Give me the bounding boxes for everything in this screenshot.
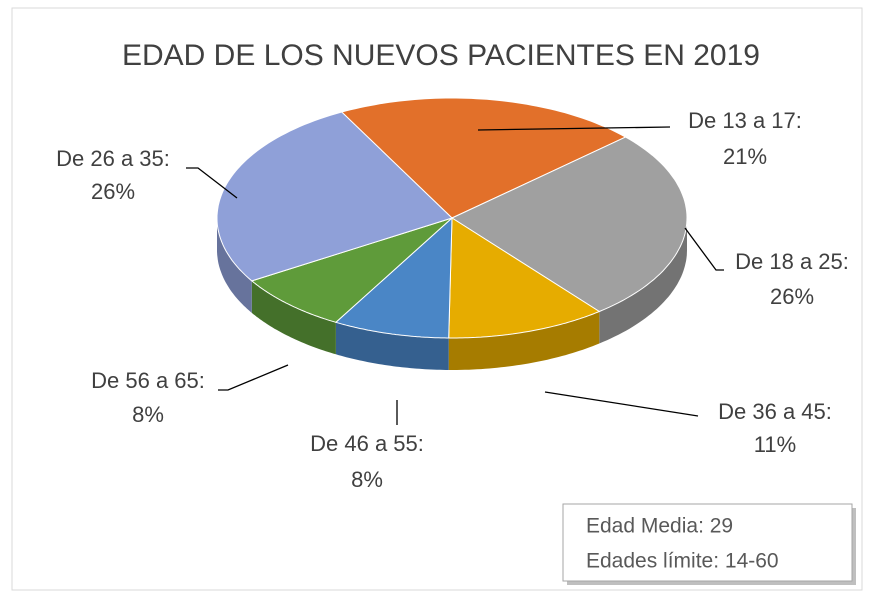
note-text: Edad Media: 29 (586, 515, 733, 538)
slice (334, 216, 453, 339)
note-text: Edades límite: 14-60 (586, 550, 779, 573)
leader-line (477, 126, 671, 131)
pie (216, 97, 688, 370)
slice-side (599, 218, 687, 344)
slice-side (448, 311, 600, 370)
data-label-name: De 36 a 45: (718, 399, 832, 424)
data-label-name: De 18 a 25: (735, 249, 849, 274)
data-label: 8% (351, 467, 383, 492)
leader-line (544, 391, 699, 417)
leader-line (186, 167, 238, 199)
slice-side (335, 322, 449, 370)
data-label-name: De 46 a 55: (310, 431, 424, 456)
slice (250, 217, 453, 323)
data-label-name: De 56 a 65: (91, 368, 205, 393)
slice (448, 217, 601, 339)
data-label-name: De 26 a 35: (56, 146, 170, 171)
slice (216, 111, 453, 282)
data-label-name: De 13 a 17: (688, 108, 802, 133)
chart-title: EDAD DE LOS NUEVOS PACIENTES EN 2019 (122, 39, 760, 72)
data-label: 26% (770, 284, 814, 309)
leader-line (218, 364, 289, 391)
note-box (562, 503, 853, 582)
data-label: 21% (723, 144, 767, 169)
data-label: 11% (754, 432, 796, 457)
slice-side (217, 218, 252, 313)
data-label: 26% (91, 179, 135, 204)
slice (450, 136, 688, 313)
data-label: 8% (132, 402, 164, 427)
slice (340, 97, 627, 219)
slice-side (251, 280, 336, 355)
leader-line (684, 227, 724, 271)
